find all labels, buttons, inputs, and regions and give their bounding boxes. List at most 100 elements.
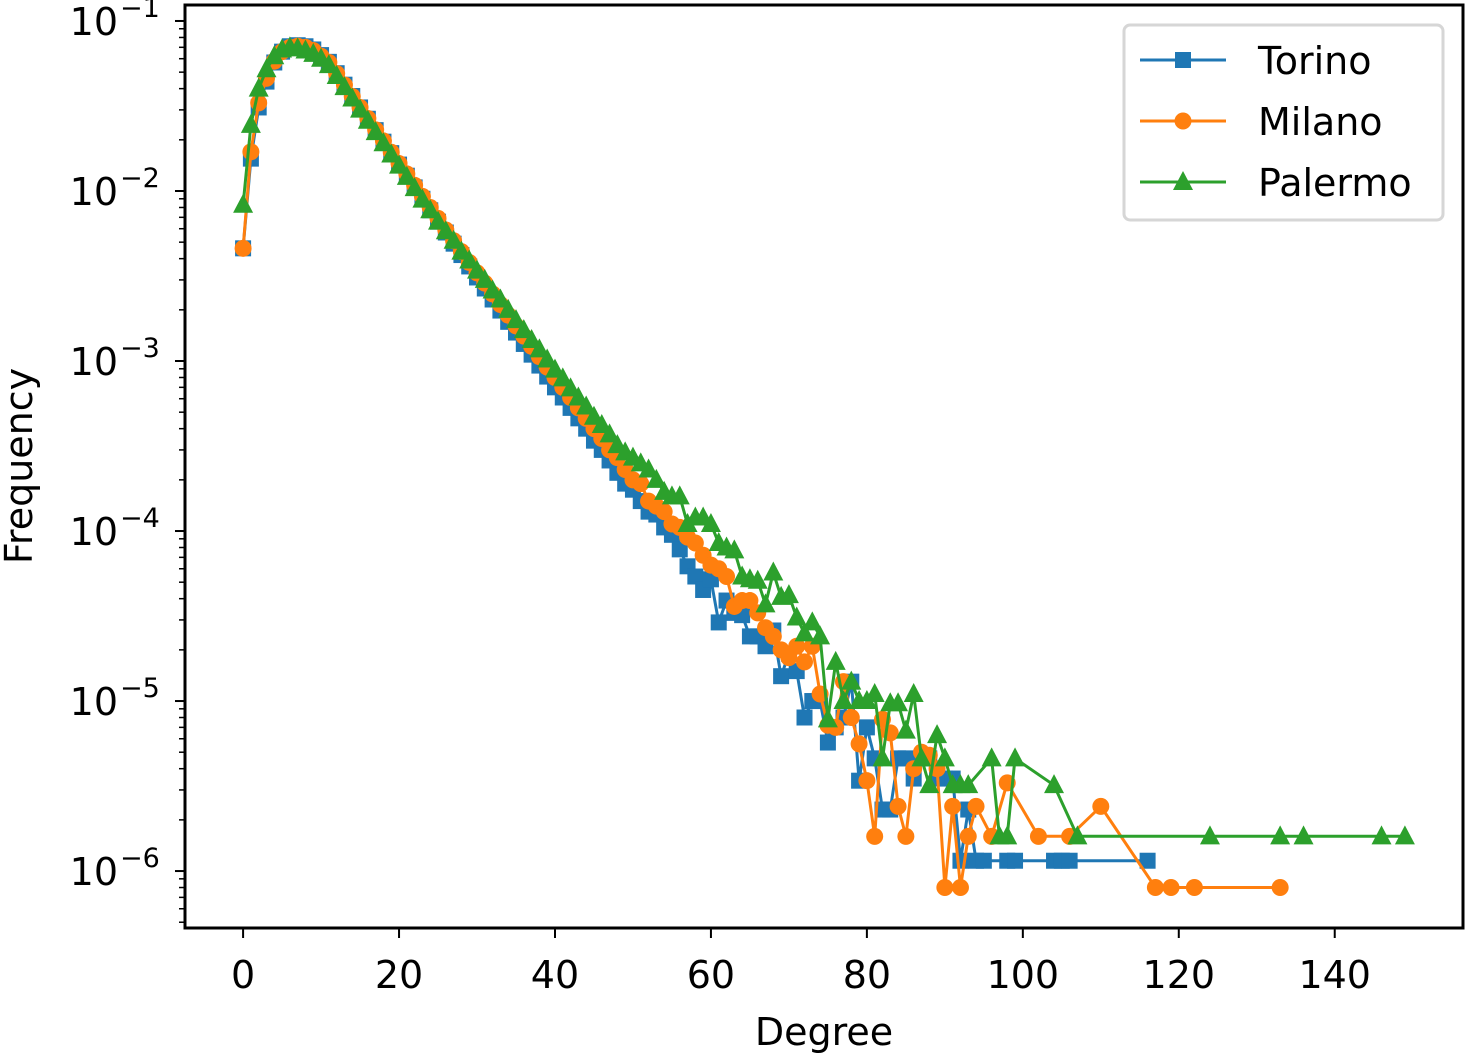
data-point	[786, 606, 807, 626]
data-point	[763, 561, 784, 581]
y-tick-label: 10	[70, 510, 118, 554]
data-point	[796, 653, 814, 671]
x-tick-label: 40	[531, 953, 579, 997]
data-point	[1146, 879, 1164, 897]
data-point	[498, 298, 519, 318]
data-point	[741, 592, 759, 610]
y-tick-label-exponent: −6	[120, 843, 160, 874]
data-point	[256, 58, 277, 78]
data-point	[889, 797, 907, 815]
data-point	[1139, 852, 1156, 869]
data-point	[1270, 825, 1291, 845]
data-point	[888, 692, 909, 712]
data-point	[242, 143, 260, 161]
data-point	[850, 735, 868, 753]
data-point	[903, 682, 924, 702]
data-point	[796, 709, 813, 726]
data-point	[1185, 879, 1203, 897]
data-point	[686, 534, 704, 552]
data-point	[234, 239, 252, 257]
data-point	[334, 76, 355, 96]
legend-label: Palermo	[1258, 161, 1412, 205]
data-point	[365, 121, 386, 141]
data-point	[841, 670, 862, 690]
data-point	[599, 423, 620, 443]
data-point	[632, 475, 650, 493]
data-point	[350, 98, 371, 118]
data-point	[817, 708, 838, 728]
y-tick-label-exponent: −2	[120, 163, 160, 194]
data-point	[788, 637, 806, 655]
data-point	[858, 772, 876, 790]
data-point	[997, 825, 1018, 845]
data-point	[951, 879, 969, 897]
series-layer	[233, 36, 1415, 897]
y-axis-label: Frequency	[0, 368, 41, 564]
data-point	[1029, 827, 1047, 845]
data-point	[373, 132, 394, 152]
data-point	[576, 395, 597, 415]
data-point	[357, 109, 378, 129]
data-point	[810, 625, 831, 645]
data-point	[1162, 879, 1180, 897]
data-point	[934, 747, 955, 767]
data-point	[710, 614, 727, 631]
data-point	[560, 377, 581, 397]
data-point	[669, 485, 690, 505]
y-tick-label: 10	[70, 850, 118, 894]
y-tick-label: 10	[70, 680, 118, 724]
data-point	[638, 458, 659, 478]
legend-label: Torino	[1257, 39, 1372, 83]
x-tick-label: 120	[1143, 953, 1216, 997]
data-point	[1199, 825, 1220, 845]
data-point	[858, 719, 875, 736]
data-point	[773, 668, 790, 685]
data-point	[1371, 825, 1392, 845]
data-point	[671, 541, 688, 558]
data-point	[958, 774, 979, 794]
data-point	[389, 154, 410, 174]
x-tick-label: 140	[1298, 953, 1371, 997]
data-point	[248, 77, 269, 97]
data-point	[1061, 852, 1078, 869]
data-point	[513, 319, 534, 339]
data-point	[981, 747, 1002, 767]
x-tick-label: 20	[375, 953, 423, 997]
data-point	[467, 259, 488, 279]
data-point	[474, 268, 495, 288]
data-point	[1007, 852, 1024, 869]
data-point	[927, 724, 948, 744]
data-point	[240, 113, 261, 133]
y-tick-label-exponent: −3	[120, 333, 160, 364]
data-point	[919, 774, 940, 794]
data-point	[646, 468, 667, 488]
x-axis: 0 20 40 60 80 100 120 140	[231, 928, 1371, 997]
data-point	[802, 611, 823, 631]
legend-item-palermo: Palermo	[1140, 161, 1412, 205]
data-point	[521, 328, 542, 348]
y-tick-label-exponent: −1	[120, 0, 160, 24]
data-point	[396, 165, 417, 185]
data-point	[864, 682, 885, 702]
legend: Torino Milano Palermo	[1122, 23, 1445, 222]
data-point	[833, 690, 854, 710]
data-point	[1044, 774, 1065, 794]
data-point	[895, 719, 916, 739]
data-point	[1271, 879, 1289, 897]
data-point	[842, 709, 860, 727]
data-point	[326, 64, 347, 84]
data-point	[1293, 825, 1314, 845]
data-point	[911, 747, 932, 767]
data-point	[872, 747, 893, 767]
data-point	[591, 414, 612, 434]
data-point	[506, 309, 527, 329]
data-point	[687, 568, 704, 585]
legend-item-torino: Torino	[1140, 39, 1372, 83]
data-point	[967, 797, 985, 815]
legend-label: Milano	[1258, 100, 1383, 144]
data-point	[794, 622, 815, 642]
legend-marker	[1174, 112, 1192, 130]
data-point	[1394, 825, 1415, 845]
data-point	[552, 367, 573, 387]
x-tick-label: 100	[987, 953, 1060, 997]
